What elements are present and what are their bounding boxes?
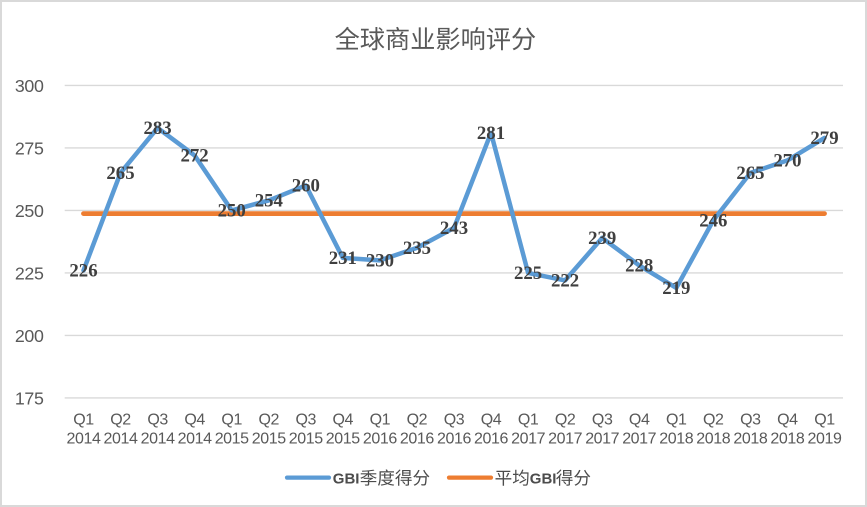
- svg-text:2014: 2014: [178, 431, 212, 448]
- svg-text:Q1: Q1: [73, 411, 94, 428]
- svg-text:Q2: Q2: [407, 411, 428, 428]
- svg-text:231: 231: [329, 248, 357, 269]
- svg-text:254: 254: [255, 191, 284, 212]
- svg-text:175: 175: [15, 388, 44, 408]
- svg-text:Q3: Q3: [740, 411, 761, 428]
- svg-text:2018: 2018: [770, 431, 804, 448]
- svg-text:Q3: Q3: [444, 411, 465, 428]
- svg-text:265: 265: [736, 163, 764, 184]
- svg-text:Q3: Q3: [296, 411, 317, 428]
- svg-text:239: 239: [588, 228, 616, 249]
- svg-text:200: 200: [15, 326, 44, 346]
- svg-text:250: 250: [15, 201, 44, 221]
- svg-text:246: 246: [699, 211, 727, 232]
- svg-text:2014: 2014: [141, 431, 175, 448]
- svg-text:2014: 2014: [104, 431, 138, 448]
- svg-text:2017: 2017: [548, 431, 582, 448]
- svg-text:235: 235: [403, 238, 431, 259]
- svg-text:Q4: Q4: [333, 411, 354, 428]
- svg-text:283: 283: [144, 118, 172, 139]
- svg-text:275: 275: [15, 138, 44, 158]
- svg-text:2018: 2018: [733, 431, 767, 448]
- svg-text:Q3: Q3: [592, 411, 613, 428]
- svg-text:Q4: Q4: [629, 411, 650, 428]
- svg-text:300: 300: [15, 76, 44, 96]
- svg-text:2015: 2015: [215, 431, 249, 448]
- svg-text:219: 219: [662, 278, 690, 299]
- svg-text:2015: 2015: [252, 431, 286, 448]
- svg-text:260: 260: [292, 176, 320, 197]
- svg-text:243: 243: [440, 218, 468, 239]
- svg-text:2018: 2018: [696, 431, 730, 448]
- svg-text:2019: 2019: [808, 431, 842, 448]
- svg-text:281: 281: [477, 123, 505, 144]
- svg-text:230: 230: [366, 251, 394, 272]
- svg-text:2016: 2016: [400, 431, 434, 448]
- svg-text:Q4: Q4: [184, 411, 205, 428]
- svg-text:2014: 2014: [67, 431, 101, 448]
- svg-text:2018: 2018: [659, 431, 693, 448]
- svg-text:Q1: Q1: [814, 411, 835, 428]
- svg-text:Q1: Q1: [221, 411, 242, 428]
- svg-text:222: 222: [551, 271, 579, 292]
- svg-text:2017: 2017: [622, 431, 656, 448]
- svg-text:Q2: Q2: [703, 411, 724, 428]
- svg-text:272: 272: [181, 146, 209, 167]
- svg-text:GBI: GBI: [530, 470, 557, 487]
- svg-text:2016: 2016: [363, 431, 397, 448]
- svg-text:2015: 2015: [289, 431, 323, 448]
- svg-text:Q2: Q2: [259, 411, 280, 428]
- svg-text:Q4: Q4: [481, 411, 502, 428]
- svg-text:Q2: Q2: [110, 411, 131, 428]
- svg-text:2017: 2017: [585, 431, 619, 448]
- svg-text:Q1: Q1: [518, 411, 539, 428]
- svg-text:265: 265: [106, 163, 134, 184]
- svg-text:250: 250: [218, 201, 246, 222]
- svg-text:Q3: Q3: [147, 411, 168, 428]
- svg-text:2015: 2015: [326, 431, 360, 448]
- svg-text:225: 225: [514, 263, 542, 284]
- svg-text:226: 226: [69, 261, 97, 282]
- svg-text:279: 279: [810, 128, 838, 149]
- svg-text:270: 270: [773, 151, 801, 172]
- svg-text:Q2: Q2: [555, 411, 576, 428]
- svg-text:Q4: Q4: [777, 411, 798, 428]
- svg-text:225: 225: [15, 263, 44, 283]
- svg-text:2016: 2016: [437, 431, 471, 448]
- svg-text:Q1: Q1: [666, 411, 687, 428]
- svg-text:Q1: Q1: [370, 411, 391, 428]
- svg-text:2016: 2016: [474, 431, 508, 448]
- svg-text:228: 228: [625, 256, 653, 277]
- svg-text:2017: 2017: [511, 431, 545, 448]
- svg-text:GBI: GBI: [333, 470, 360, 487]
